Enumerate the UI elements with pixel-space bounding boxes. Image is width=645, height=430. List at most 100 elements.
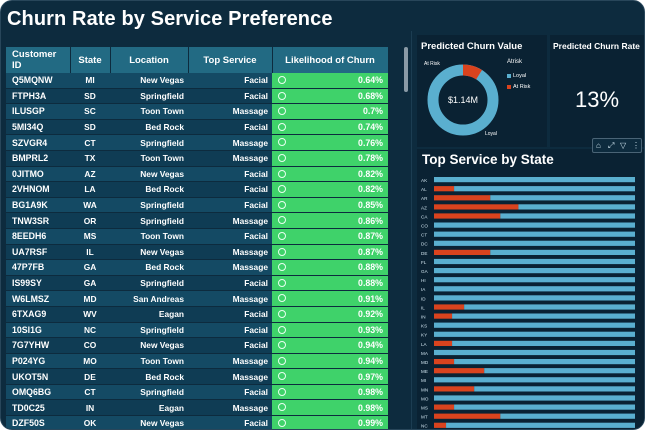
table-row[interactable]: UKOT5N DE Bed Rock Massage 0.97% xyxy=(6,368,388,385)
smiley-icon xyxy=(278,356,286,365)
bar-facial-az[interactable] xyxy=(434,204,519,210)
bar-facial-de[interactable] xyxy=(434,249,491,255)
table-row[interactable]: TD0C25 IN Eagan Massage 0.98% xyxy=(6,399,388,417)
cell-state: DE xyxy=(70,368,110,385)
bar-massage-mt[interactable] xyxy=(500,413,635,419)
pin-icon[interactable]: ⌂ xyxy=(596,141,601,150)
bar-massage-la[interactable] xyxy=(452,340,635,346)
table-row[interactable]: DZF50S OK New Vegas Facial 0.99% xyxy=(6,415,388,429)
column-header-top-service[interactable]: Top Service xyxy=(188,47,273,73)
bar-massage-az[interactable] xyxy=(518,204,635,210)
table-row[interactable]: 2VHNOM LA Bed Rock Facial 0.82% xyxy=(6,181,388,198)
column-header-state[interactable]: State xyxy=(70,47,111,73)
bar-massage-mo[interactable] xyxy=(434,395,635,401)
table-row[interactable]: BG1A9K WA Springfield Facial 0.85% xyxy=(6,197,388,214)
table-row[interactable]: 5MI34Q SD Bed Rock Facial 0.74% xyxy=(6,119,388,136)
bar-massage-ks[interactable] xyxy=(434,322,635,328)
top-service-bar-chart[interactable]: AK AL AR AZ CA CO CT DC DE FL GA HI IA ID IL IN KS KY LA MA… xyxy=(419,175,644,430)
cell-location: Springfield xyxy=(110,197,188,214)
churn-donut-chart[interactable]: $1.14M xyxy=(422,59,504,141)
bar-massage-ms[interactable] xyxy=(454,404,635,410)
cell-top-service: Facial xyxy=(188,119,272,136)
cell-customer-id: P024YG xyxy=(6,353,70,370)
bar-massage-ca[interactable] xyxy=(500,213,635,219)
cell-likelihood: 0.82% xyxy=(272,166,388,183)
bar-facial-md[interactable] xyxy=(434,359,455,365)
cell-state: MI xyxy=(70,73,110,89)
bar-massage-dc[interactable] xyxy=(434,240,635,246)
likelihood-value: 0.74% xyxy=(358,122,383,133)
column-header-location[interactable]: Location xyxy=(110,47,189,73)
table-row[interactable]: FTPH3A SD Springfield Facial 0.68% xyxy=(6,88,388,105)
churn-table[interactable]: Customer ID State Location Top Service L… xyxy=(6,47,388,429)
table-row[interactable]: SZVGR4 CT Springfield Massage 0.76% xyxy=(6,134,388,151)
bar-facial-mn[interactable] xyxy=(434,386,475,392)
bar-massage-fl[interactable] xyxy=(434,258,635,265)
column-header-likelihood[interactable]: Likelihood of Churn xyxy=(272,47,388,73)
table-row[interactable]: 47P7FB GA Bed Rock Massage 0.88% xyxy=(6,259,388,276)
table-row[interactable]: 8EEDH6 MS Toon Town Facial 0.87% xyxy=(6,228,388,245)
bar-massage-ak[interactable] xyxy=(434,177,635,183)
legend-item-loyal[interactable]: Loyal xyxy=(507,73,526,79)
table-row[interactable]: P024YG MO Toon Town Massage 0.94% xyxy=(6,353,388,370)
bar-facial-ar[interactable] xyxy=(434,195,491,201)
bar-massage-me[interactable] xyxy=(484,368,635,374)
bar-massage-nc[interactable] xyxy=(446,422,635,428)
cell-customer-id: 7G7YHW xyxy=(6,337,70,354)
bar-massage-mi[interactable] xyxy=(434,377,635,383)
cell-state: OK xyxy=(70,415,110,429)
table-scrollbar[interactable] xyxy=(404,47,408,92)
table-row[interactable]: IS99SY GA Springfield Facial 0.88% xyxy=(6,275,388,292)
table-row[interactable]: W6LMSZ MD San Andreas Massage 0.91% xyxy=(6,290,388,307)
bar-massage-co[interactable] xyxy=(434,222,635,228)
cell-likelihood: 0.68% xyxy=(272,88,388,105)
bar-facial-al[interactable] xyxy=(434,186,455,192)
bar-massage-ga[interactable] xyxy=(434,268,635,274)
column-header-customer-id[interactable]: Customer ID xyxy=(6,47,71,73)
bar-facial-ca[interactable] xyxy=(434,213,501,219)
table-row[interactable]: TNW3SR OR Springfield Massage 0.86% xyxy=(6,212,388,229)
table-row[interactable]: 6TXAG9 WV Eagan Facial 0.92% xyxy=(6,306,388,323)
bar-massage-de[interactable] xyxy=(490,249,635,255)
bar-massage-mn[interactable] xyxy=(474,386,635,392)
bar-massage-ar[interactable] xyxy=(490,195,635,201)
table-row[interactable]: UA7RSF IL New Vegas Massage 0.87% xyxy=(6,244,388,261)
bar-facial-mt[interactable] xyxy=(434,413,501,419)
table-row[interactable]: 0JITMO AZ New Vegas Facial 0.82% xyxy=(6,166,388,183)
bar-massage-ia[interactable] xyxy=(434,286,635,292)
bar-massage-ky[interactable] xyxy=(434,331,635,337)
bar-facial-la[interactable] xyxy=(434,340,453,346)
cell-customer-id: 6TXAG9 xyxy=(6,306,70,323)
donut-legend-title: Atrisk xyxy=(507,59,522,65)
bar-massage-ma[interactable] xyxy=(434,349,635,356)
bar-massage-md[interactable] xyxy=(454,359,635,365)
table-row[interactable]: BMPRL2 TX Toon Town Massage 0.78% xyxy=(6,150,388,167)
bar-massage-in[interactable] xyxy=(452,313,635,319)
legend-item-at-risk[interactable]: At Risk xyxy=(507,84,530,90)
predicted-churn-rate-card[interactable] xyxy=(550,35,644,147)
cell-customer-id: TNW3SR xyxy=(6,212,70,229)
bar-facial-me[interactable] xyxy=(434,368,485,374)
bar-massage-ct[interactable] xyxy=(434,231,635,237)
expand-icon[interactable]: ⤢ xyxy=(608,141,615,150)
filter-icon[interactable]: ▽ xyxy=(620,141,627,150)
likelihood-value: 0.68% xyxy=(358,90,383,101)
donut-slice-at-risk[interactable] xyxy=(462,64,483,80)
bar-facial-in[interactable] xyxy=(434,313,453,319)
bar-massage-al[interactable] xyxy=(454,186,635,192)
bar-massage-il[interactable] xyxy=(464,304,635,310)
bar-facial-nc[interactable] xyxy=(434,422,447,428)
bar-facial-ms[interactable] xyxy=(434,404,455,410)
table-row[interactable]: OMQ6BG CT Springfield Facial 0.98% xyxy=(6,384,388,401)
state-tick-label: MT xyxy=(421,415,428,420)
table-row[interactable]: 10SI1G NC Springfield Facial 0.93% xyxy=(6,322,388,339)
cell-state: WV xyxy=(70,306,110,323)
table-row[interactable]: ILUSGP SC Toon Town Massage 0.7% xyxy=(6,103,388,120)
more-icon[interactable]: ⋮ xyxy=(632,141,640,150)
table-row[interactable]: Q5MQNW MI New Vegas Facial 0.64% xyxy=(6,73,388,89)
bar-massage-hi[interactable] xyxy=(434,277,635,283)
bar-facial-il[interactable] xyxy=(434,304,465,310)
bar-massage-id[interactable] xyxy=(434,295,635,301)
table-row[interactable]: 7G7YHW CO New Vegas Facial 0.94% xyxy=(6,337,388,354)
cell-top-service: Massage xyxy=(188,399,272,417)
